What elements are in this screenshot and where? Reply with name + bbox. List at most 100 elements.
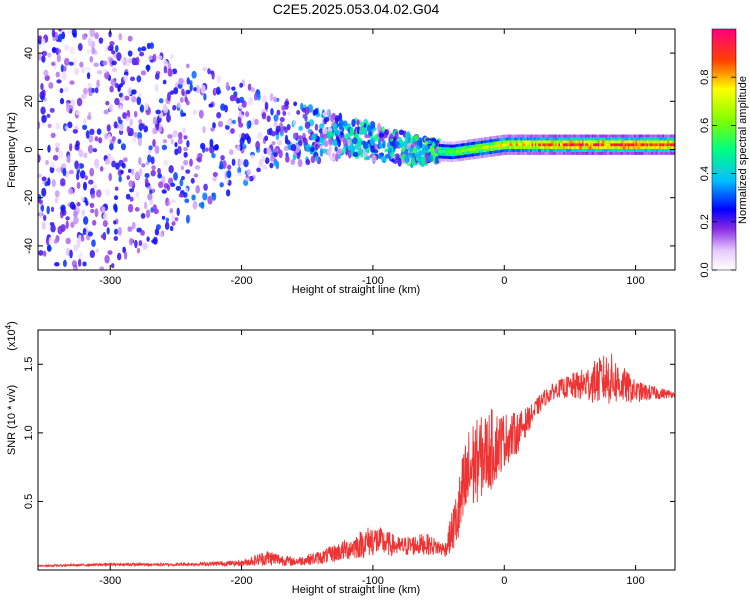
spectrogram-cell: [667, 146, 670, 150]
spectrogram-cell: [158, 126, 163, 133]
spectrogram-cell: [660, 143, 664, 147]
spectrogram-cell: [500, 149, 503, 153]
spectrogram-cell: [656, 140, 659, 144]
spectrogram-cell: [566, 143, 569, 147]
spectrogram-cell: [626, 148, 629, 152]
spectrogram-cell: [632, 137, 635, 141]
spectrogram-cell: [485, 139, 489, 143]
spectrogram-cell: [512, 146, 515, 150]
spectrogram-cell: [500, 140, 503, 144]
spectrogram-cell: [556, 143, 559, 147]
spectrogram-cell: [457, 149, 460, 153]
spectrogram-cell: [596, 134, 599, 138]
spectrogram-cell: [448, 141, 451, 145]
spectrogram-cell: [133, 110, 138, 118]
spectrogram-cell: [43, 214, 47, 222]
spectrogram-cell: [660, 140, 664, 144]
spectrogram-cell: [503, 146, 506, 150]
spectrogram-cell: [504, 143, 507, 147]
spectrogram-cell: [619, 140, 623, 144]
spectrogram-cell: [621, 137, 624, 141]
spectrogram-cell: [501, 137, 504, 141]
spectrogram-cell: [186, 63, 190, 69]
spectrogram-cell: [533, 140, 536, 144]
spectrogram-cell: [57, 150, 64, 159]
spectrogram-cell: [575, 143, 578, 147]
spectrogram-cell: [504, 148, 507, 152]
spectrogram-cell: [181, 176, 185, 181]
spectrogram-cell: [577, 148, 580, 152]
spectrogram-cell: [567, 140, 571, 144]
spectrogram-cell: [481, 152, 484, 156]
spectrogram-cell: [572, 146, 575, 150]
spectrogram-cell: [602, 148, 605, 152]
spectrogram-cell: [649, 140, 652, 144]
spectrogram-cell: [226, 170, 232, 179]
spectrogram-cell: [542, 134, 545, 138]
spectrogram-cell: [474, 150, 478, 154]
spectrogram-cell: [147, 193, 153, 201]
spectrogram-cell: [452, 147, 455, 151]
spectrogram-cell: [668, 146, 671, 150]
spectrogram-cell: [109, 41, 115, 46]
spectrogram-cell: [305, 159, 311, 166]
spectrogram-cell: [489, 145, 492, 149]
spectrogram-cell: [444, 155, 448, 159]
spectrogram-cell: [81, 209, 86, 216]
spectrogram-cell: [149, 189, 153, 195]
spectrogram-cell: [589, 134, 593, 138]
spectrogram-cell: [662, 151, 665, 155]
spectrogram-cell: [200, 84, 206, 94]
spectrogram-cell: [496, 138, 500, 142]
spectrogram-cell: [107, 250, 113, 255]
spectrogram-cell: [82, 181, 88, 191]
spectrogram-cell: [665, 151, 668, 155]
spectrogram-cell: [298, 125, 304, 131]
spectrogram-cell: [608, 143, 612, 147]
spectrogram-cell: [460, 143, 463, 147]
spectrogram-cell: [536, 137, 539, 141]
spectrogram-cell: [645, 143, 648, 147]
spectrogram-cell: [504, 134, 507, 138]
spectrogram-cell: [57, 225, 63, 235]
spectrogram-cell: [477, 149, 481, 153]
spectrogram-cell: [220, 103, 226, 111]
spectrogram-cell: [588, 143, 591, 147]
spectrogram-cell: [134, 207, 140, 212]
spectrogram-cell: [525, 140, 528, 144]
spectrogram-cell: [500, 137, 503, 141]
spectrogram-cell: [541, 140, 544, 144]
spectrogram-cell: [284, 139, 291, 145]
spectrogram-cell: [489, 153, 492, 157]
spectrogram-cell: [52, 154, 59, 161]
spectrogram-cell: [659, 134, 662, 138]
spectrogram-cell: [141, 163, 146, 168]
spectrogram-cell: [506, 146, 509, 150]
spectrogram-cell: [640, 146, 643, 150]
spectrogram-cell: [594, 134, 597, 138]
spectrogram-cell: [482, 140, 485, 144]
spectrogram-cell: [438, 158, 441, 162]
spectrogram-cell: [460, 140, 463, 144]
spectrogram-cell: [580, 146, 583, 150]
spectrogram-cell: [212, 172, 218, 177]
spectrogram-cell: [616, 143, 619, 147]
spectrogram-cell: [271, 141, 276, 146]
spectrogram-cell: [94, 136, 99, 142]
spectrogram-cell: [577, 134, 580, 138]
spectrogram-cell: [619, 146, 623, 150]
spectrogram-cell: [121, 162, 126, 169]
spectrogram-cell: [207, 195, 213, 205]
spectrogram-cell: [569, 148, 572, 152]
spectrogram-cell: [63, 44, 70, 51]
spectrogram-cell: [183, 146, 188, 152]
spectrogram-cell: [479, 143, 482, 147]
spectrogram-cell: [103, 212, 109, 221]
spectrogram-cell: [38, 53, 42, 61]
spectrogram-cell: [42, 250, 47, 257]
spectrogram-cell: [173, 87, 179, 95]
spectrogram-cell: [47, 123, 52, 128]
spectrogram-cell: [558, 151, 561, 155]
spectrogram-cell: [597, 134, 600, 138]
spectrogram-cell: [589, 148, 593, 152]
